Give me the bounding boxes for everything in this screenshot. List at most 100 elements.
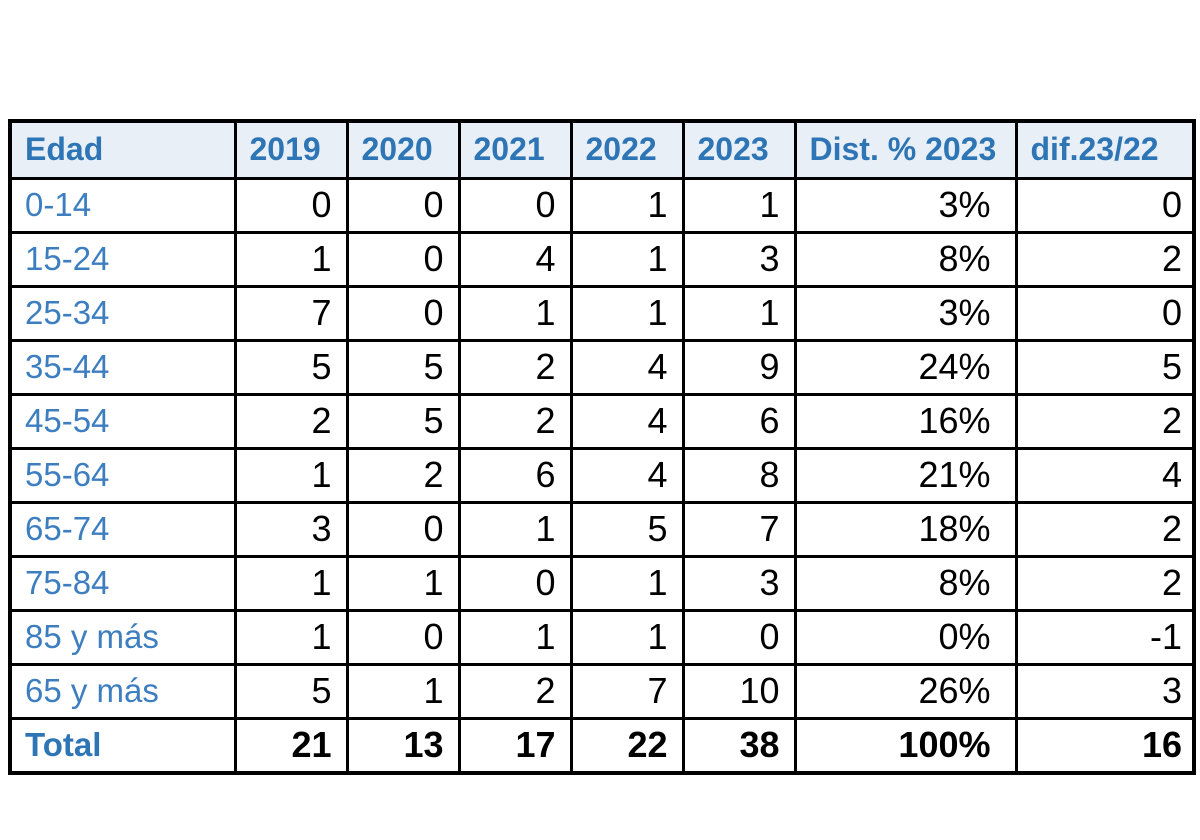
row-label: 25-34 [8, 285, 237, 342]
value-cell: 3 [681, 555, 797, 612]
value-cell: 13 [345, 717, 461, 775]
value-cell: 18% [793, 501, 1018, 558]
value-cell: 1 [569, 285, 685, 342]
value-cell: 1 [681, 285, 797, 342]
table-row: 0-14 0 0 0 1 1 3% 0 [8, 177, 1196, 234]
table-row: 65-74 3 0 1 5 7 18% 2 [8, 501, 1196, 558]
value-cell: 5 [345, 339, 461, 396]
value-cell: 24% [793, 339, 1018, 396]
value-cell: 5 [1014, 339, 1196, 396]
value-cell: 17 [457, 717, 573, 775]
row-label: 35-44 [8, 339, 237, 396]
value-cell: 38 [681, 717, 797, 775]
table-row: 25-34 7 0 1 1 1 3% 0 [8, 285, 1196, 342]
value-cell: 9 [681, 339, 797, 396]
row-label: 15-24 [8, 231, 237, 288]
value-cell: 1 [569, 555, 685, 612]
value-cell: 26% [793, 663, 1018, 720]
value-cell: 4 [569, 393, 685, 450]
value-cell: 7 [681, 501, 797, 558]
value-cell: 0 [345, 609, 461, 666]
value-cell: -1 [1014, 609, 1196, 666]
table-row: 85 y más 1 0 1 1 0 0% -1 [8, 609, 1196, 666]
column-header-7: dif.23/22 [1014, 119, 1196, 180]
value-cell: 4 [569, 339, 685, 396]
value-cell: 3 [681, 231, 797, 288]
value-cell: 7 [569, 663, 685, 720]
table-body: 0-14 0 0 0 1 1 3% 0 15-24 1 0 4 1 3 8% 2 25-34 7 0 1 1 1 3% 0 35… [8, 177, 1196, 775]
value-cell: 16 [1014, 717, 1196, 775]
value-cell: 0 [457, 555, 573, 612]
value-cell: 3% [793, 177, 1018, 234]
value-cell: 3% [793, 285, 1018, 342]
value-cell: 0 [681, 609, 797, 666]
value-cell: 5 [569, 501, 685, 558]
value-cell: 22 [569, 717, 685, 775]
value-cell: 1 [457, 609, 573, 666]
value-cell: 21% [793, 447, 1018, 504]
table-row: 35-44 5 5 2 4 9 24% 5 [8, 339, 1196, 396]
value-cell: 4 [1014, 447, 1196, 504]
value-cell: 1 [233, 447, 349, 504]
value-cell: 7 [233, 285, 349, 342]
table-header: Edad 2019 2020 2021 2022 2023 Dist. % 2023 dif.… [8, 119, 1196, 180]
value-cell: 8 [681, 447, 797, 504]
value-cell: 16% [793, 393, 1018, 450]
table-row: Total 21 13 17 22 38 100% 16 [8, 717, 1196, 775]
column-header-6: Dist. % 2023 [793, 119, 1018, 180]
value-cell: 5 [233, 663, 349, 720]
value-cell: 0 [457, 177, 573, 234]
value-cell: 6 [681, 393, 797, 450]
column-header-0: Edad [8, 119, 237, 180]
row-label: 85 y más [8, 609, 237, 666]
value-cell: 4 [569, 447, 685, 504]
value-cell: 2 [457, 393, 573, 450]
value-cell: 0 [345, 231, 461, 288]
value-cell: 6 [457, 447, 573, 504]
column-header-2: 2020 [345, 119, 461, 180]
value-cell: 5 [345, 393, 461, 450]
value-cell: 1 [233, 555, 349, 612]
value-cell: 1 [233, 231, 349, 288]
table-row: 55-64 1 2 6 4 8 21% 4 [8, 447, 1196, 504]
value-cell: 1 [345, 555, 461, 612]
column-header-3: 2021 [457, 119, 573, 180]
column-header-5: 2023 [681, 119, 797, 180]
value-cell: 2 [457, 663, 573, 720]
value-cell: 0 [1014, 285, 1196, 342]
value-cell: 2 [345, 447, 461, 504]
value-cell: 1 [457, 501, 573, 558]
value-cell: 5 [233, 339, 349, 396]
value-cell: 4 [457, 231, 573, 288]
row-label: 0-14 [8, 177, 237, 234]
value-cell: 2 [1014, 393, 1196, 450]
value-cell: 1 [345, 663, 461, 720]
value-cell: 100% [793, 717, 1018, 775]
age-distribution-table: Edad 2019 2020 2021 2022 2023 Dist. % 2023 dif.… [8, 119, 1196, 775]
row-label: 75-84 [8, 555, 237, 612]
value-cell: 8% [793, 555, 1018, 612]
table-row: 15-24 1 0 4 1 3 8% 2 [8, 231, 1196, 288]
value-cell: 2 [1014, 501, 1196, 558]
table-row: 45-54 2 5 2 4 6 16% 2 [8, 393, 1196, 450]
row-label: 45-54 [8, 393, 237, 450]
value-cell: 1 [233, 609, 349, 666]
table-row: 65 y más 5 1 2 7 10 26% 3 [8, 663, 1196, 720]
header-row: Edad 2019 2020 2021 2022 2023 Dist. % 2023 dif.… [8, 119, 1196, 180]
value-cell: 10 [681, 663, 797, 720]
value-cell: 0 [345, 177, 461, 234]
value-cell: 2 [457, 339, 573, 396]
value-cell: 2 [1014, 555, 1196, 612]
value-cell: 0 [345, 501, 461, 558]
row-label: 65-74 [8, 501, 237, 558]
column-header-4: 2022 [569, 119, 685, 180]
row-label: 55-64 [8, 447, 237, 504]
value-cell: 1 [569, 177, 685, 234]
value-cell: 8% [793, 231, 1018, 288]
value-cell: 3 [1014, 663, 1196, 720]
value-cell: 1 [457, 285, 573, 342]
value-cell: 0 [233, 177, 349, 234]
value-cell: 2 [233, 393, 349, 450]
column-header-1: 2019 [233, 119, 349, 180]
